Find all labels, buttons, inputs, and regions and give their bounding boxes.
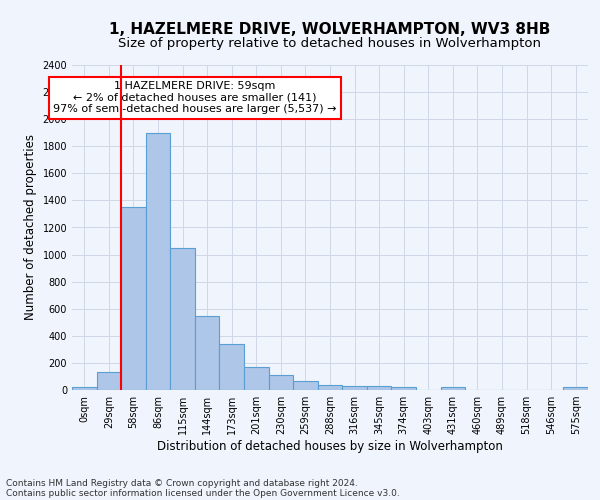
Bar: [97, 372, 121, 390]
Text: Contains HM Land Registry data © Crown copyright and database right 2024.: Contains HM Land Registry data © Crown c…: [6, 478, 358, 488]
X-axis label: Distribution of detached houses by size in Wolverhampton: Distribution of detached houses by size …: [157, 440, 503, 453]
Bar: [170, 248, 195, 390]
Bar: [121, 207, 146, 390]
Bar: [72, 388, 97, 390]
Bar: [440, 388, 465, 390]
Bar: [146, 132, 170, 390]
Bar: [318, 384, 342, 390]
Bar: [269, 375, 293, 390]
Text: 1, HAZELMERE DRIVE, WOLVERHAMPTON, WV3 8HB: 1, HAZELMERE DRIVE, WOLVERHAMPTON, WV3 8…: [109, 22, 551, 38]
Bar: [220, 344, 244, 390]
Bar: [244, 367, 269, 390]
Bar: [195, 316, 220, 390]
Text: 1 HAZELMERE DRIVE: 59sqm
← 2% of detached houses are smaller (141)
97% of semi-d: 1 HAZELMERE DRIVE: 59sqm ← 2% of detache…: [53, 81, 337, 114]
Bar: [293, 381, 318, 390]
Bar: [563, 388, 588, 390]
Y-axis label: Number of detached properties: Number of detached properties: [24, 134, 37, 320]
Text: Size of property relative to detached houses in Wolverhampton: Size of property relative to detached ho…: [119, 38, 542, 51]
Bar: [391, 388, 416, 390]
Text: Contains public sector information licensed under the Open Government Licence v3: Contains public sector information licen…: [6, 488, 400, 498]
Bar: [342, 386, 367, 390]
Bar: [367, 386, 391, 390]
